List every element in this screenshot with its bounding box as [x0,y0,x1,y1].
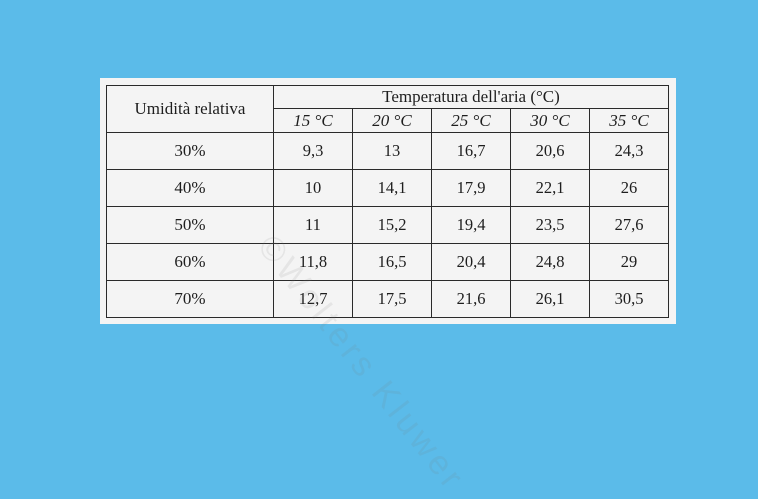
table-cell: 14,1 [352,169,432,207]
table-cell: 30,5 [589,280,669,318]
column-header: 25 °C [431,108,511,133]
table-cell: 11,8 [273,243,353,281]
table-row: 40% 10 14,1 17,9 22,1 26 [106,169,669,207]
row-label: 30% [106,132,274,170]
row-label: 70% [106,280,274,318]
table-row: 60% 11,8 16,5 20,4 24,8 29 [106,243,669,281]
table-cell: 29 [589,243,669,281]
table-cell: 17,5 [352,280,432,318]
table-cell: 16,7 [431,132,511,170]
table-cell: 9,3 [273,132,353,170]
table-cell: 15,2 [352,206,432,244]
column-header: 35 °C [589,108,669,133]
table-cell: 26,1 [510,280,590,318]
row-label: 40% [106,169,274,207]
column-header: 20 °C [352,108,432,133]
table-row: 50% 11 15,2 19,4 23,5 27,6 [106,206,669,244]
table-row: 30% 9,3 13 16,7 20,6 24,3 [106,132,669,170]
row-header: Umidità relativa [106,85,274,133]
table-cell: 22,1 [510,169,590,207]
table-cell: 11 [273,206,353,244]
dew-point-table: Umidità relativa Temperatura dell'aria (… [106,85,669,318]
group-header: Temperatura dell'aria (°C) [273,85,669,109]
table-sheet: Umidità relativa Temperatura dell'aria (… [100,78,676,498]
column-header: 30 °C [510,108,590,133]
column-header: 15 °C [273,108,353,133]
table-cell: 20,4 [431,243,511,281]
table-cell: 26 [589,169,669,207]
table-cell: 21,6 [431,280,511,318]
header-row-group: Umidità relativa Temperatura dell'aria (… [106,85,669,133]
table-cell: 13 [352,132,432,170]
table-cell: 20,6 [510,132,590,170]
table-cell: 24,8 [510,243,590,281]
table-cell: 10 [273,169,353,207]
table-cell: 12,7 [273,280,353,318]
table-cell: 27,6 [589,206,669,244]
table-cell: 16,5 [352,243,432,281]
header-row-columns: 15 °C 20 °C 25 °C 30 °C 35 °C [107,108,669,133]
table-row: 70% 12,7 17,5 21,6 26,1 30,5 [106,280,669,318]
table-cell: 17,9 [431,169,511,207]
row-label: 60% [106,243,274,281]
row-label: 50% [106,206,274,244]
table-cell: 19,4 [431,206,511,244]
table-cell: 24,3 [589,132,669,170]
table-cell: 23,5 [510,206,590,244]
